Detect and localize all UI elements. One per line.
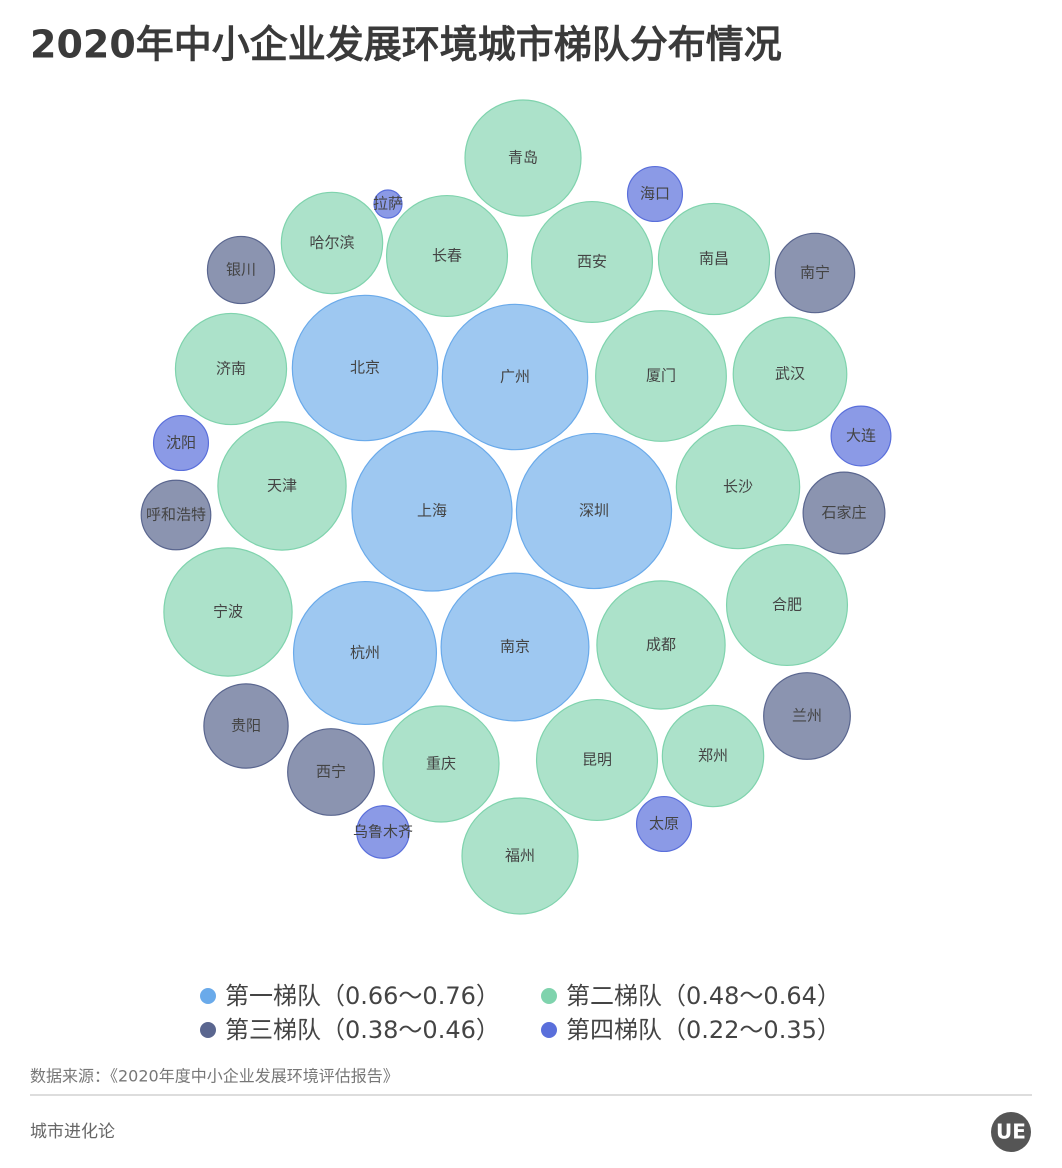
source: 数据来源：《2020年度中小企业发展环境评估报告》 <box>30 1067 399 1086</box>
bubble <box>657 202 771 316</box>
bubble <box>291 294 439 442</box>
bubble <box>763 672 851 760</box>
bubble-label: 拉萨 <box>373 195 403 213</box>
bubble-label: 青岛 <box>508 149 538 167</box>
bubble <box>373 189 403 219</box>
bubble-label: 昆明 <box>582 751 612 769</box>
bubble-label: 海口 <box>640 185 670 203</box>
bubble-label: 郑州 <box>698 747 728 765</box>
bubble-label: 重庆 <box>426 755 456 773</box>
bubble <box>461 797 579 915</box>
bubble <box>830 405 892 467</box>
bubble <box>635 795 693 853</box>
bubble-label: 太原 <box>649 815 679 833</box>
bubble-label: 合肥 <box>772 596 802 614</box>
bubble <box>163 547 293 677</box>
bubble-label: 大连 <box>846 427 876 445</box>
bubble-label: 济南 <box>216 360 246 378</box>
bubble-label: 福州 <box>505 847 535 865</box>
bubble <box>732 316 848 432</box>
bubble-label: 南昌 <box>699 250 729 268</box>
legend-marker <box>541 1022 557 1038</box>
bubble <box>206 235 276 305</box>
bubble <box>280 191 384 295</box>
bubble-label: 西宁 <box>316 763 346 781</box>
bubble-label: 厦门 <box>646 367 676 385</box>
bubble-label: 哈尔滨 <box>309 234 354 252</box>
bubble <box>675 424 801 550</box>
legend-label: 第四梯队（0.22～0.35） <box>566 1016 841 1044</box>
bubble <box>356 805 410 859</box>
bubble <box>725 543 849 667</box>
bubble-label: 石家庄 <box>821 504 866 522</box>
bubble <box>292 580 438 726</box>
bubble-label: 宁波 <box>213 603 243 621</box>
bubble-label: 长沙 <box>723 478 753 496</box>
bubble <box>530 200 654 324</box>
bubble-label: 银川 <box>226 261 256 279</box>
bubble-label: 兰州 <box>792 707 822 725</box>
legend-marker <box>541 988 557 1004</box>
legend-marker <box>200 988 216 1004</box>
bubble-label: 南宁 <box>800 264 830 282</box>
legend-label: 第二梯队（0.48～0.64） <box>566 982 841 1010</box>
bubble-label: 上海 <box>417 502 447 520</box>
bubble <box>661 704 765 808</box>
bubble <box>464 99 582 217</box>
bubble-label: 乌鲁木齐 <box>353 823 413 841</box>
bubble-label: 杭州 <box>350 644 380 662</box>
bubble-label: 成都 <box>646 636 676 654</box>
chart-title: 2020年中小企业发展环境城市梯队分布情况 <box>30 23 782 67</box>
bubble-label: 北京 <box>350 359 380 377</box>
bubble-label: 呼和浩特 <box>146 506 206 524</box>
bubble-label: 长春 <box>432 247 462 265</box>
bubble <box>174 312 288 426</box>
footer: 城市进化论 <box>30 1122 115 1142</box>
bubble <box>440 572 590 722</box>
bubble <box>595 310 727 442</box>
bubble <box>287 728 375 816</box>
bubble-label: 武汉 <box>775 365 805 383</box>
legend-marker <box>200 1022 216 1038</box>
legend-label: 第一梯队（0.66～0.76） <box>225 982 500 1010</box>
bubble-label: 天津 <box>267 477 297 495</box>
bubble <box>441 303 589 451</box>
bubble <box>140 479 212 551</box>
bubble <box>802 471 886 555</box>
bubble <box>203 683 289 769</box>
bubble <box>382 705 500 823</box>
bubble <box>217 421 347 551</box>
bubble <box>774 232 856 314</box>
legend-label: 第三梯队（0.38～0.46） <box>225 1016 500 1044</box>
bubble <box>626 165 684 223</box>
logo: UE <box>996 1120 1026 1144</box>
bubble-label: 西安 <box>577 253 607 271</box>
bubble-label: 广州 <box>500 368 530 386</box>
bubble <box>596 580 726 710</box>
bubble <box>351 430 513 592</box>
bubble <box>515 432 673 590</box>
bubble-label: 深圳 <box>579 502 609 520</box>
bubble-label: 贵阳 <box>231 717 261 735</box>
bubble <box>385 194 509 318</box>
bubble <box>152 414 210 472</box>
bubble-label: 南京 <box>500 638 530 656</box>
logo-circle <box>991 1112 1031 1152</box>
bubble <box>535 698 659 822</box>
bubble-label: 沈阳 <box>166 434 196 452</box>
